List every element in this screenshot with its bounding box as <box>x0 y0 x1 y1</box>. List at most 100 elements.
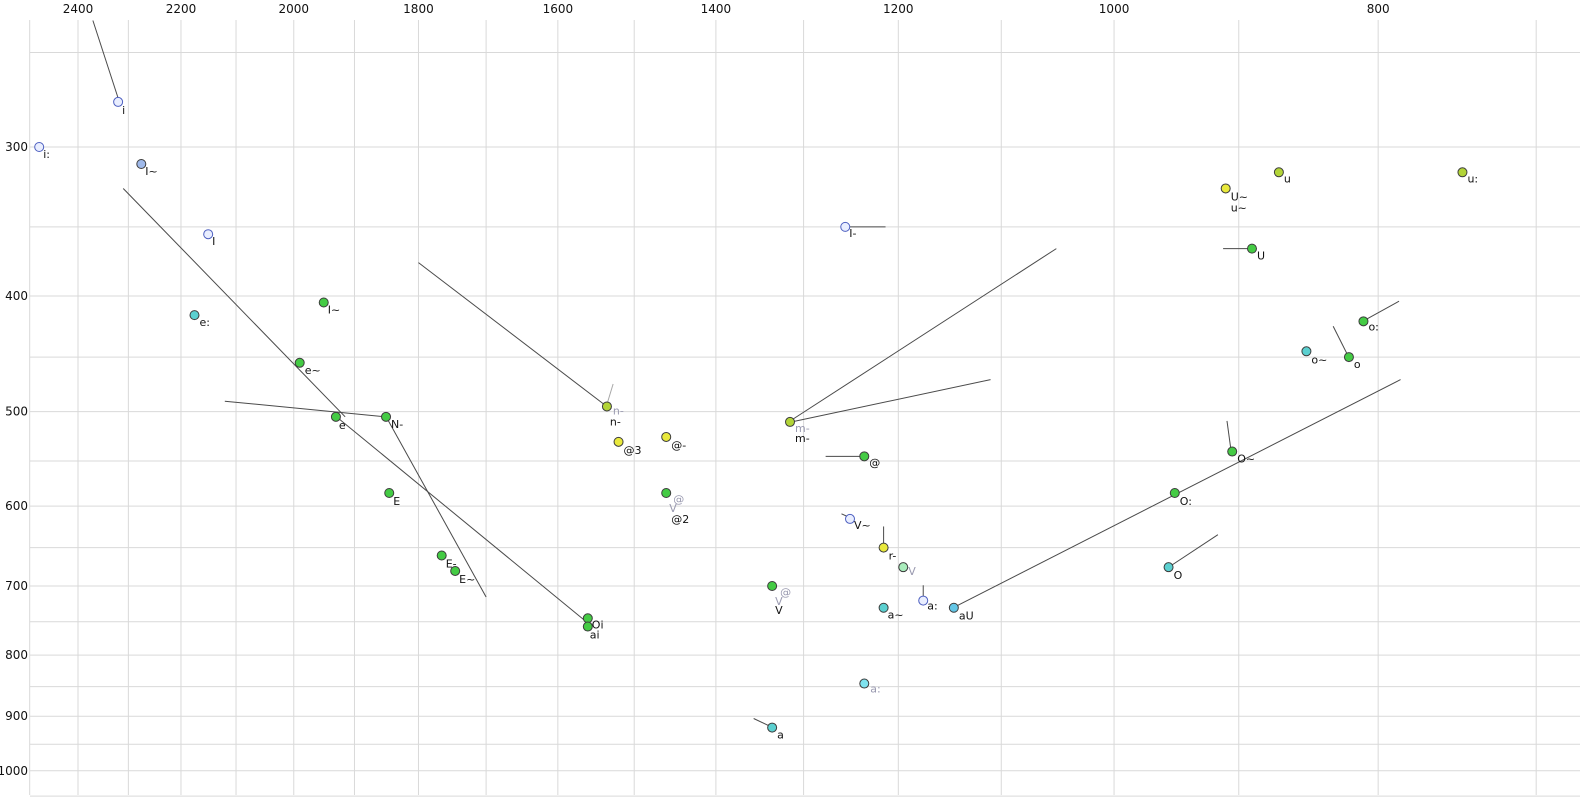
y-axis-tick-label: 900 <box>5 709 28 723</box>
point-label: E- <box>446 558 457 571</box>
data-point <box>1163 562 1174 573</box>
data-point <box>859 678 870 689</box>
point-label: E <box>393 495 400 508</box>
trajectory-line <box>386 418 487 598</box>
trajectory-line <box>1332 326 1348 355</box>
point-label: I- <box>849 227 856 240</box>
axis-ticks: 2400 2200 2000 1800 1600 1400 1200 1000 800 300 40… <box>0 2 1390 778</box>
point-label: e <box>339 419 346 432</box>
point-label: ai <box>590 629 600 642</box>
data-point <box>203 229 214 240</box>
data-point <box>613 436 624 447</box>
data-point <box>1169 488 1180 499</box>
point-label: e: <box>199 316 209 329</box>
y-axis-tick-label: 600 <box>5 499 28 513</box>
point-label: @- <box>671 439 686 452</box>
point-label: @2 <box>671 513 689 526</box>
x-axis-tick-label: 1800 <box>403 2 434 16</box>
trajectory-line <box>791 379 991 423</box>
point-label: Oi <box>592 618 604 631</box>
x-axis-tick-label: 1400 <box>701 2 732 16</box>
x-axis-tick-label: 1000 <box>1099 2 1130 16</box>
point-label: n- <box>613 404 624 417</box>
trajectory-line <box>92 20 119 99</box>
x-axis-tick-label: 800 <box>1367 2 1390 16</box>
y-axis-tick-label: 700 <box>5 579 28 593</box>
x-axis-tick-label: 1600 <box>543 2 574 16</box>
data-point <box>898 562 909 573</box>
data-point <box>601 401 612 412</box>
data-point <box>859 451 870 462</box>
data-point <box>1227 446 1238 457</box>
trajectory-line <box>1364 300 1400 321</box>
x-axis-tick-label: 2000 <box>278 2 309 16</box>
point-label: O: <box>1180 495 1192 508</box>
data-point <box>318 297 329 308</box>
point-label: u~ <box>1231 201 1247 214</box>
point-label: V <box>908 565 916 578</box>
grid <box>29 20 1580 797</box>
data-point <box>34 142 45 152</box>
data-point <box>381 411 392 422</box>
point-label: @3 <box>624 444 642 457</box>
data-point <box>1457 167 1468 178</box>
trajectory-line <box>791 248 1057 421</box>
point-label: V~ <box>854 519 871 532</box>
point-label: I~ <box>145 165 157 178</box>
x-axis-tick-label: 2200 <box>166 2 197 16</box>
data-point <box>294 357 305 368</box>
point-label: V <box>775 595 783 608</box>
data-point <box>878 542 889 553</box>
point-label: aU <box>959 610 974 623</box>
trajectory-line <box>338 418 587 623</box>
point-label: E~ <box>459 573 475 586</box>
point-label: n- <box>610 415 621 428</box>
data-point <box>136 158 147 169</box>
data-point <box>384 488 395 499</box>
point-label: a <box>777 729 784 742</box>
data-point <box>1343 352 1354 363</box>
trajectory-line <box>224 400 385 418</box>
data-point <box>661 488 672 499</box>
data-point <box>582 621 593 632</box>
point-label: r- <box>889 550 897 563</box>
data-point <box>1220 183 1231 194</box>
data-point <box>436 550 447 561</box>
x-axis-tick-label: 2400 <box>63 2 94 16</box>
y-axis-tick-label: 500 <box>5 405 28 419</box>
point-label: V <box>775 604 783 617</box>
point-label: m- <box>795 422 810 435</box>
point-label: a~ <box>888 609 904 622</box>
data-point <box>918 595 929 606</box>
point-label: O~ <box>1237 453 1255 466</box>
point-label: O <box>1174 569 1183 582</box>
trajectory-line <box>418 262 606 406</box>
point-label: U~ <box>1231 190 1248 203</box>
point-label: a: <box>870 683 880 696</box>
point-label: o~ <box>1311 353 1327 366</box>
data-point <box>785 416 796 427</box>
point-label: @ <box>673 493 684 506</box>
trajectory-line <box>606 383 614 405</box>
point-label: e~ <box>305 364 321 377</box>
x-axis-tick-label: 1200 <box>883 2 914 16</box>
point-label: o <box>1354 358 1361 371</box>
data-point <box>878 602 889 613</box>
point-label: m- <box>795 432 810 445</box>
y-axis-tick-label: 1000 <box>0 764 28 778</box>
point-label: N- <box>391 418 403 431</box>
y-axis-tick-label: 300 <box>5 140 28 154</box>
point-label: @ <box>780 586 791 599</box>
point-label: u <box>1284 172 1291 185</box>
y-axis-tick-label: 400 <box>5 289 28 303</box>
data-point <box>1246 243 1257 254</box>
point-label: u: <box>1467 172 1478 185</box>
point-label: i <box>122 104 125 117</box>
data-point <box>948 602 959 613</box>
point-label: o: <box>1368 320 1378 333</box>
trajectory-line <box>1226 420 1232 450</box>
data-point <box>840 221 851 232</box>
data-point <box>113 96 124 107</box>
trajectory-line <box>1170 534 1219 567</box>
